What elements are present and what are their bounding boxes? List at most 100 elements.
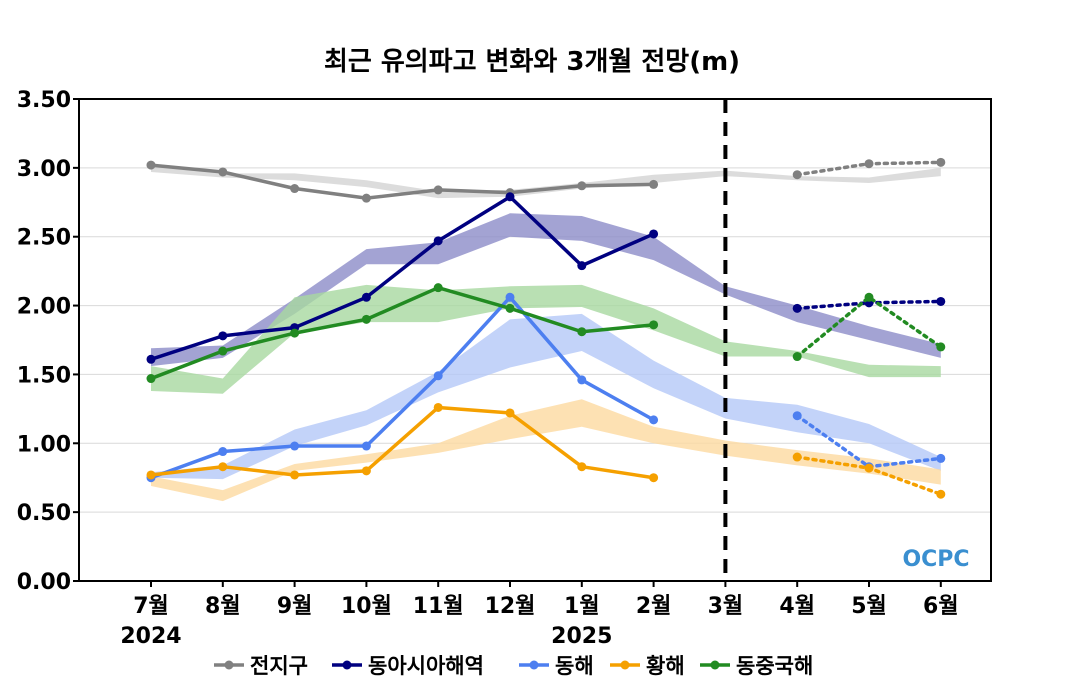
x-tick-label: 10월 <box>341 594 392 619</box>
observed-point <box>146 160 156 170</box>
range-band <box>151 284 941 394</box>
observed-point <box>577 327 587 337</box>
observed-point <box>146 470 156 480</box>
x-axis-ticks: 7월 8월 9월 10월 11월 12월 1월 2월 3월 4월 5월 6월 2024 2025 <box>120 581 959 649</box>
observed-point <box>649 473 659 483</box>
forecast-point <box>864 463 874 473</box>
observed-point <box>577 181 587 191</box>
x-tick-label: 3월 <box>708 594 744 619</box>
x-year-label: 2025 <box>551 624 612 649</box>
y-tick-label: 1.50 <box>17 363 71 388</box>
observed-point <box>505 303 515 313</box>
observed-point <box>505 192 515 202</box>
y-tick-label: 3.50 <box>17 88 71 113</box>
observed-point <box>361 466 371 476</box>
y-tick-label: 2.50 <box>17 226 71 251</box>
x-tick-label: 11월 <box>413 594 464 619</box>
forecast-point <box>864 159 874 169</box>
series-lines <box>146 157 946 499</box>
legend-swatch-point <box>342 660 352 670</box>
observed-point <box>505 408 515 418</box>
legend-label: 동중국해 <box>736 654 813 678</box>
x-tick-label: 4월 <box>779 594 815 619</box>
observed-point <box>649 415 659 425</box>
x-tick-label: 7월 <box>133 594 169 619</box>
forecast-point <box>792 170 802 180</box>
observed-point <box>433 283 443 293</box>
legend-swatch-point <box>224 660 234 670</box>
y-tick-label: 0.50 <box>17 501 71 526</box>
x-tick-label: 8월 <box>205 594 241 619</box>
observed-point <box>146 374 156 384</box>
x-tick-label: 5월 <box>851 594 887 619</box>
x-year-label: 2024 <box>120 624 181 649</box>
forecast-point <box>792 303 802 313</box>
observed-point <box>146 354 156 364</box>
x-tick-label: 2월 <box>636 594 672 619</box>
legend-label: 전지구 <box>250 654 308 678</box>
observed-point <box>290 184 300 194</box>
y-tick-label: 0.00 <box>17 570 71 595</box>
observed-point <box>361 193 371 203</box>
x-tick-label: 6월 <box>923 594 959 619</box>
observed-line <box>150 163 654 200</box>
observed-point <box>649 320 659 330</box>
forecast-point <box>936 453 946 463</box>
legend-swatch-point <box>529 660 539 670</box>
range-band <box>151 166 941 199</box>
ocpc-logo-text: OCPC <box>902 547 969 572</box>
forecast-point <box>792 452 802 462</box>
x-tick-label: 12월 <box>485 594 536 619</box>
observed-point <box>577 261 587 271</box>
observed-point <box>649 229 659 239</box>
observed-line <box>150 295 655 480</box>
legend-swatch-point <box>620 660 630 670</box>
forecast-point <box>936 342 946 352</box>
y-tick-label: 3.00 <box>17 157 71 182</box>
legend-label: 동아시아해역 <box>368 654 484 678</box>
observed-point <box>433 185 443 195</box>
observed-point <box>433 402 443 412</box>
forecast-line <box>795 295 943 359</box>
forecast-point <box>864 292 874 302</box>
observed-point <box>290 441 300 451</box>
observed-point <box>218 462 228 472</box>
y-tick-label: 2.00 <box>17 295 71 320</box>
chart-title: 최근 유의파고 변화와 3개월 전망(m) <box>324 47 740 77</box>
legend-swatch-point <box>710 660 720 670</box>
observed-point <box>218 346 228 356</box>
observed-point <box>505 292 515 302</box>
observed-point <box>577 462 587 472</box>
range-band <box>151 399 941 502</box>
observed-point <box>290 470 300 480</box>
forecast-point <box>936 489 946 499</box>
observed-line <box>150 405 654 480</box>
observed-point <box>433 236 443 246</box>
y-axis-ticks: 0.00 0.50 1.00 1.50 2.00 2.50 3.00 3.50 <box>17 88 79 595</box>
observed-point <box>218 331 228 341</box>
legend-label: 동해 <box>555 654 594 678</box>
plot-area-frame <box>78 98 992 582</box>
observed-line <box>150 195 655 361</box>
y-tick-label: 1.00 <box>17 432 71 457</box>
observed-point <box>361 441 371 451</box>
range-band <box>151 313 941 480</box>
observed-point <box>218 167 228 177</box>
observed-line <box>150 285 654 381</box>
x-tick-label: 9월 <box>277 594 313 619</box>
observed-point <box>361 292 371 302</box>
observed-point <box>290 328 300 338</box>
observed-point <box>433 371 443 381</box>
forecast-point <box>792 352 802 362</box>
forecast-point <box>792 411 802 421</box>
observed-point <box>361 314 371 324</box>
ocpc-logo: OCPC <box>902 547 969 572</box>
x-tick-label: 1월 <box>564 594 600 619</box>
forecast-point <box>936 157 946 167</box>
observed-point <box>649 179 659 189</box>
legend-label: 황해 <box>646 654 685 678</box>
observed-point <box>218 447 228 457</box>
forecast-point <box>936 296 946 306</box>
observed-point <box>577 375 587 385</box>
